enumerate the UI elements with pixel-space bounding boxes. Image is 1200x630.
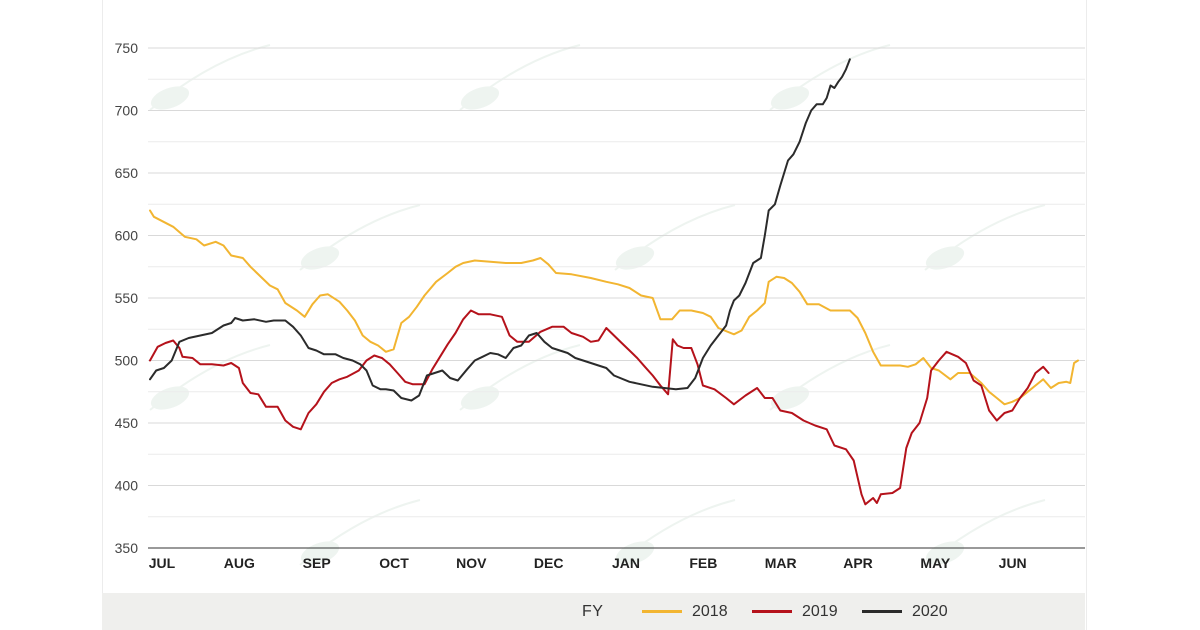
legend-swatch-2020 (862, 610, 902, 613)
chart-card (102, 0, 1087, 630)
y-axis: 350 400 450 500 550 600 650 700 750 (115, 40, 139, 556)
series-line-2020 (149, 58, 851, 402)
series-lines (149, 58, 1079, 506)
y-tick-label: 750 (115, 40, 139, 56)
y-tick-label: 700 (115, 103, 139, 119)
x-tick-label: MAY (920, 555, 950, 571)
watermark-logo (769, 344, 891, 411)
legend-item-2019[interactable]: 2019 (752, 593, 838, 630)
x-tick-label: NOV (456, 555, 487, 571)
x-tick-label: SEP (303, 555, 331, 571)
legend-label-2020: 2020 (912, 602, 948, 620)
legend: FY 2018 2019 2020 (102, 593, 1085, 630)
watermark-logo (924, 499, 1046, 566)
watermark-logo (769, 44, 891, 111)
x-tick-label: JUL (149, 555, 176, 571)
watermark-logo (459, 44, 581, 111)
x-tick-label: OCT (379, 555, 409, 571)
legend-swatch-2019 (752, 610, 792, 613)
x-tick-label: JUN (999, 555, 1027, 571)
y-tick-label: 650 (115, 165, 139, 181)
x-tick-label: DEC (534, 555, 564, 571)
legend-swatch-2018 (642, 610, 682, 613)
watermark-logo (459, 344, 581, 411)
x-tick-label: FEB (689, 555, 717, 571)
x-tick-label: MAR (765, 555, 797, 571)
series-line-2018 (149, 209, 1079, 406)
x-tick-label: JAN (612, 555, 640, 571)
legend-item-2018[interactable]: 2018 (642, 593, 728, 630)
x-tick-label: APR (843, 555, 873, 571)
y-tick-label: 450 (115, 415, 139, 431)
watermark-logo (149, 44, 271, 111)
x-axis: JUL AUG SEP OCT NOV DEC JAN FEB MAR APR MAY JUN (148, 547, 1085, 571)
watermark-logo (924, 204, 1046, 271)
legend-label-2019: 2019 (802, 602, 838, 620)
y-tick-label: 500 (115, 353, 139, 369)
legend-item-2020[interactable]: 2020 (862, 593, 948, 630)
y-tick-label: 550 (115, 290, 139, 306)
legend-label-2018: 2018 (692, 602, 728, 620)
watermark-logo (149, 344, 271, 411)
y-tick-label: 350 (115, 540, 139, 556)
watermark-logo (614, 204, 736, 271)
y-tick-label: 400 (115, 478, 139, 494)
watermark-logo (299, 499, 421, 566)
gridlines (148, 47, 1085, 549)
legend-title: FY (582, 602, 604, 620)
y-tick-label: 600 (115, 228, 139, 244)
watermark-logo (614, 499, 736, 566)
x-tick-label: AUG (224, 555, 255, 571)
series-line-2019 (149, 309, 1050, 506)
watermark-logo (299, 204, 421, 271)
watermark-layer (149, 44, 1046, 566)
